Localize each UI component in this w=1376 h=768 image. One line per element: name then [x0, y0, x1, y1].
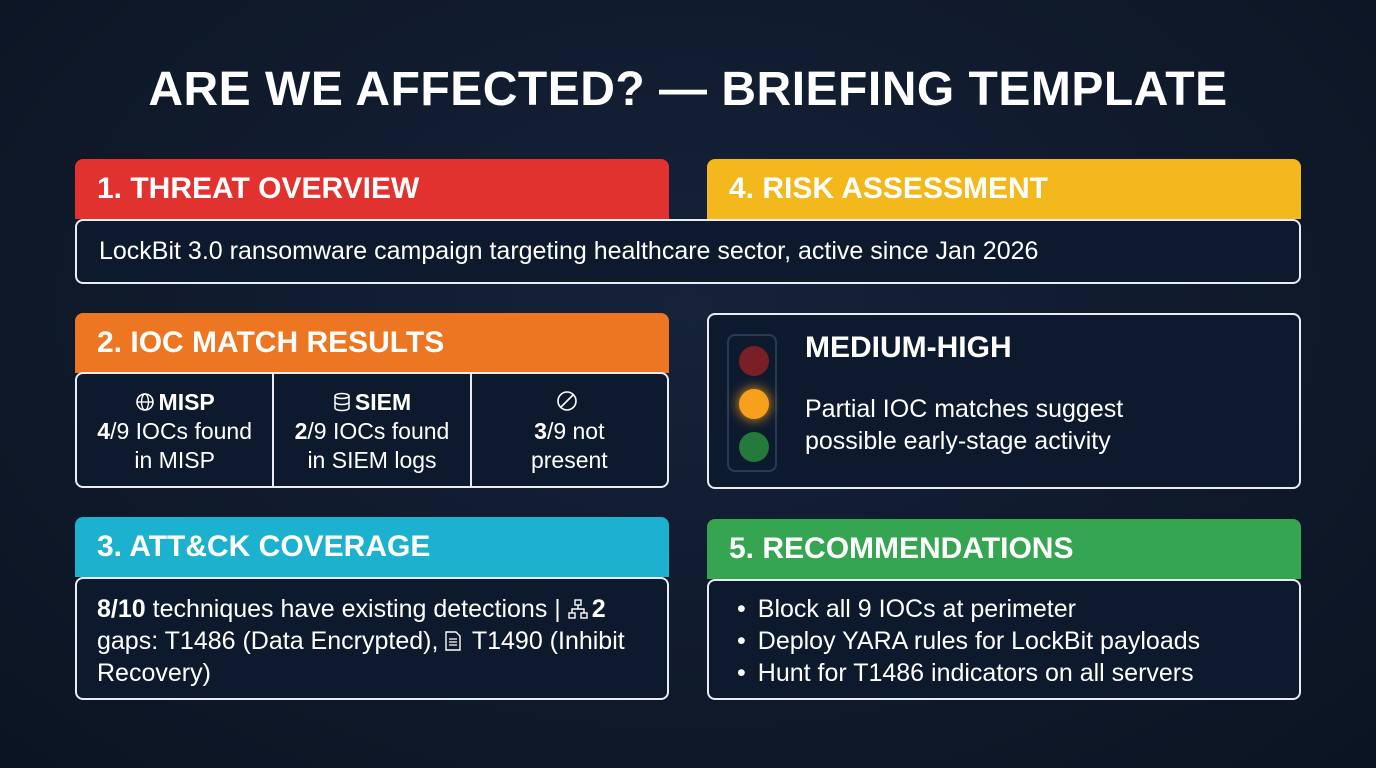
recommendation-item: Block all 9 IOCs at perimeter	[737, 593, 1299, 625]
ioc-cell-not-present: 3/9 not present	[472, 374, 667, 486]
document-icon	[445, 631, 462, 651]
ioc-cell-misp: MISP 4/9 IOCs found in MISP	[77, 374, 275, 486]
attack-coverage-header: 3. ATT&CK COVERAGE	[75, 517, 669, 577]
ioc-cell-siem: SIEM 2/9 IOCs found in SIEM logs	[274, 374, 472, 486]
page-title: ARE WE AFFECTED? — BRIEFING TEMPLATE	[148, 63, 1228, 116]
attack-coverage-panel: 8/10 techniques have existing detections…	[75, 577, 669, 700]
threat-overview-text: LockBit 3.0 ransomware campaign targetin…	[99, 237, 1039, 265]
risk-assessment-panel: MEDIUM-HIGH Partial IOC matches suggest …	[707, 313, 1301, 489]
recommendations-panel: Block all 9 IOCs at perimeter Deploy YAR…	[707, 579, 1301, 700]
ioc-match-panel: MISP 4/9 IOCs found in MISP SIEM 2/9 IOC…	[75, 372, 669, 488]
database-icon	[334, 392, 350, 412]
prohibited-icon	[557, 391, 578, 411]
green-light	[739, 432, 769, 462]
traffic-light-icon	[727, 334, 777, 472]
ioc-match-header: 2. IOC MATCH RESULTS	[75, 313, 669, 373]
network-icon	[568, 599, 588, 619]
recommendations-header: 5. RECOMMENDATIONS	[707, 519, 1301, 579]
risk-level: MEDIUM-HIGH	[805, 331, 1012, 364]
threat-overview-panel: LockBit 3.0 ransomware campaign targetin…	[75, 219, 1301, 284]
threat-overview-header: 1. THREAT OVERVIEW	[75, 159, 669, 219]
amber-light	[739, 389, 769, 419]
red-light	[739, 346, 769, 376]
risk-assessment-header: 4. RISK ASSESSMENT	[707, 159, 1301, 219]
recommendation-item: Deploy YARA rules for LockBit payloads	[737, 625, 1299, 657]
recommendation-item: Hunt for T1486 indicators on all servers	[737, 657, 1299, 689]
globe-icon	[135, 393, 154, 411]
risk-description: Partial IOC matches suggest possible ear…	[805, 395, 1124, 455]
